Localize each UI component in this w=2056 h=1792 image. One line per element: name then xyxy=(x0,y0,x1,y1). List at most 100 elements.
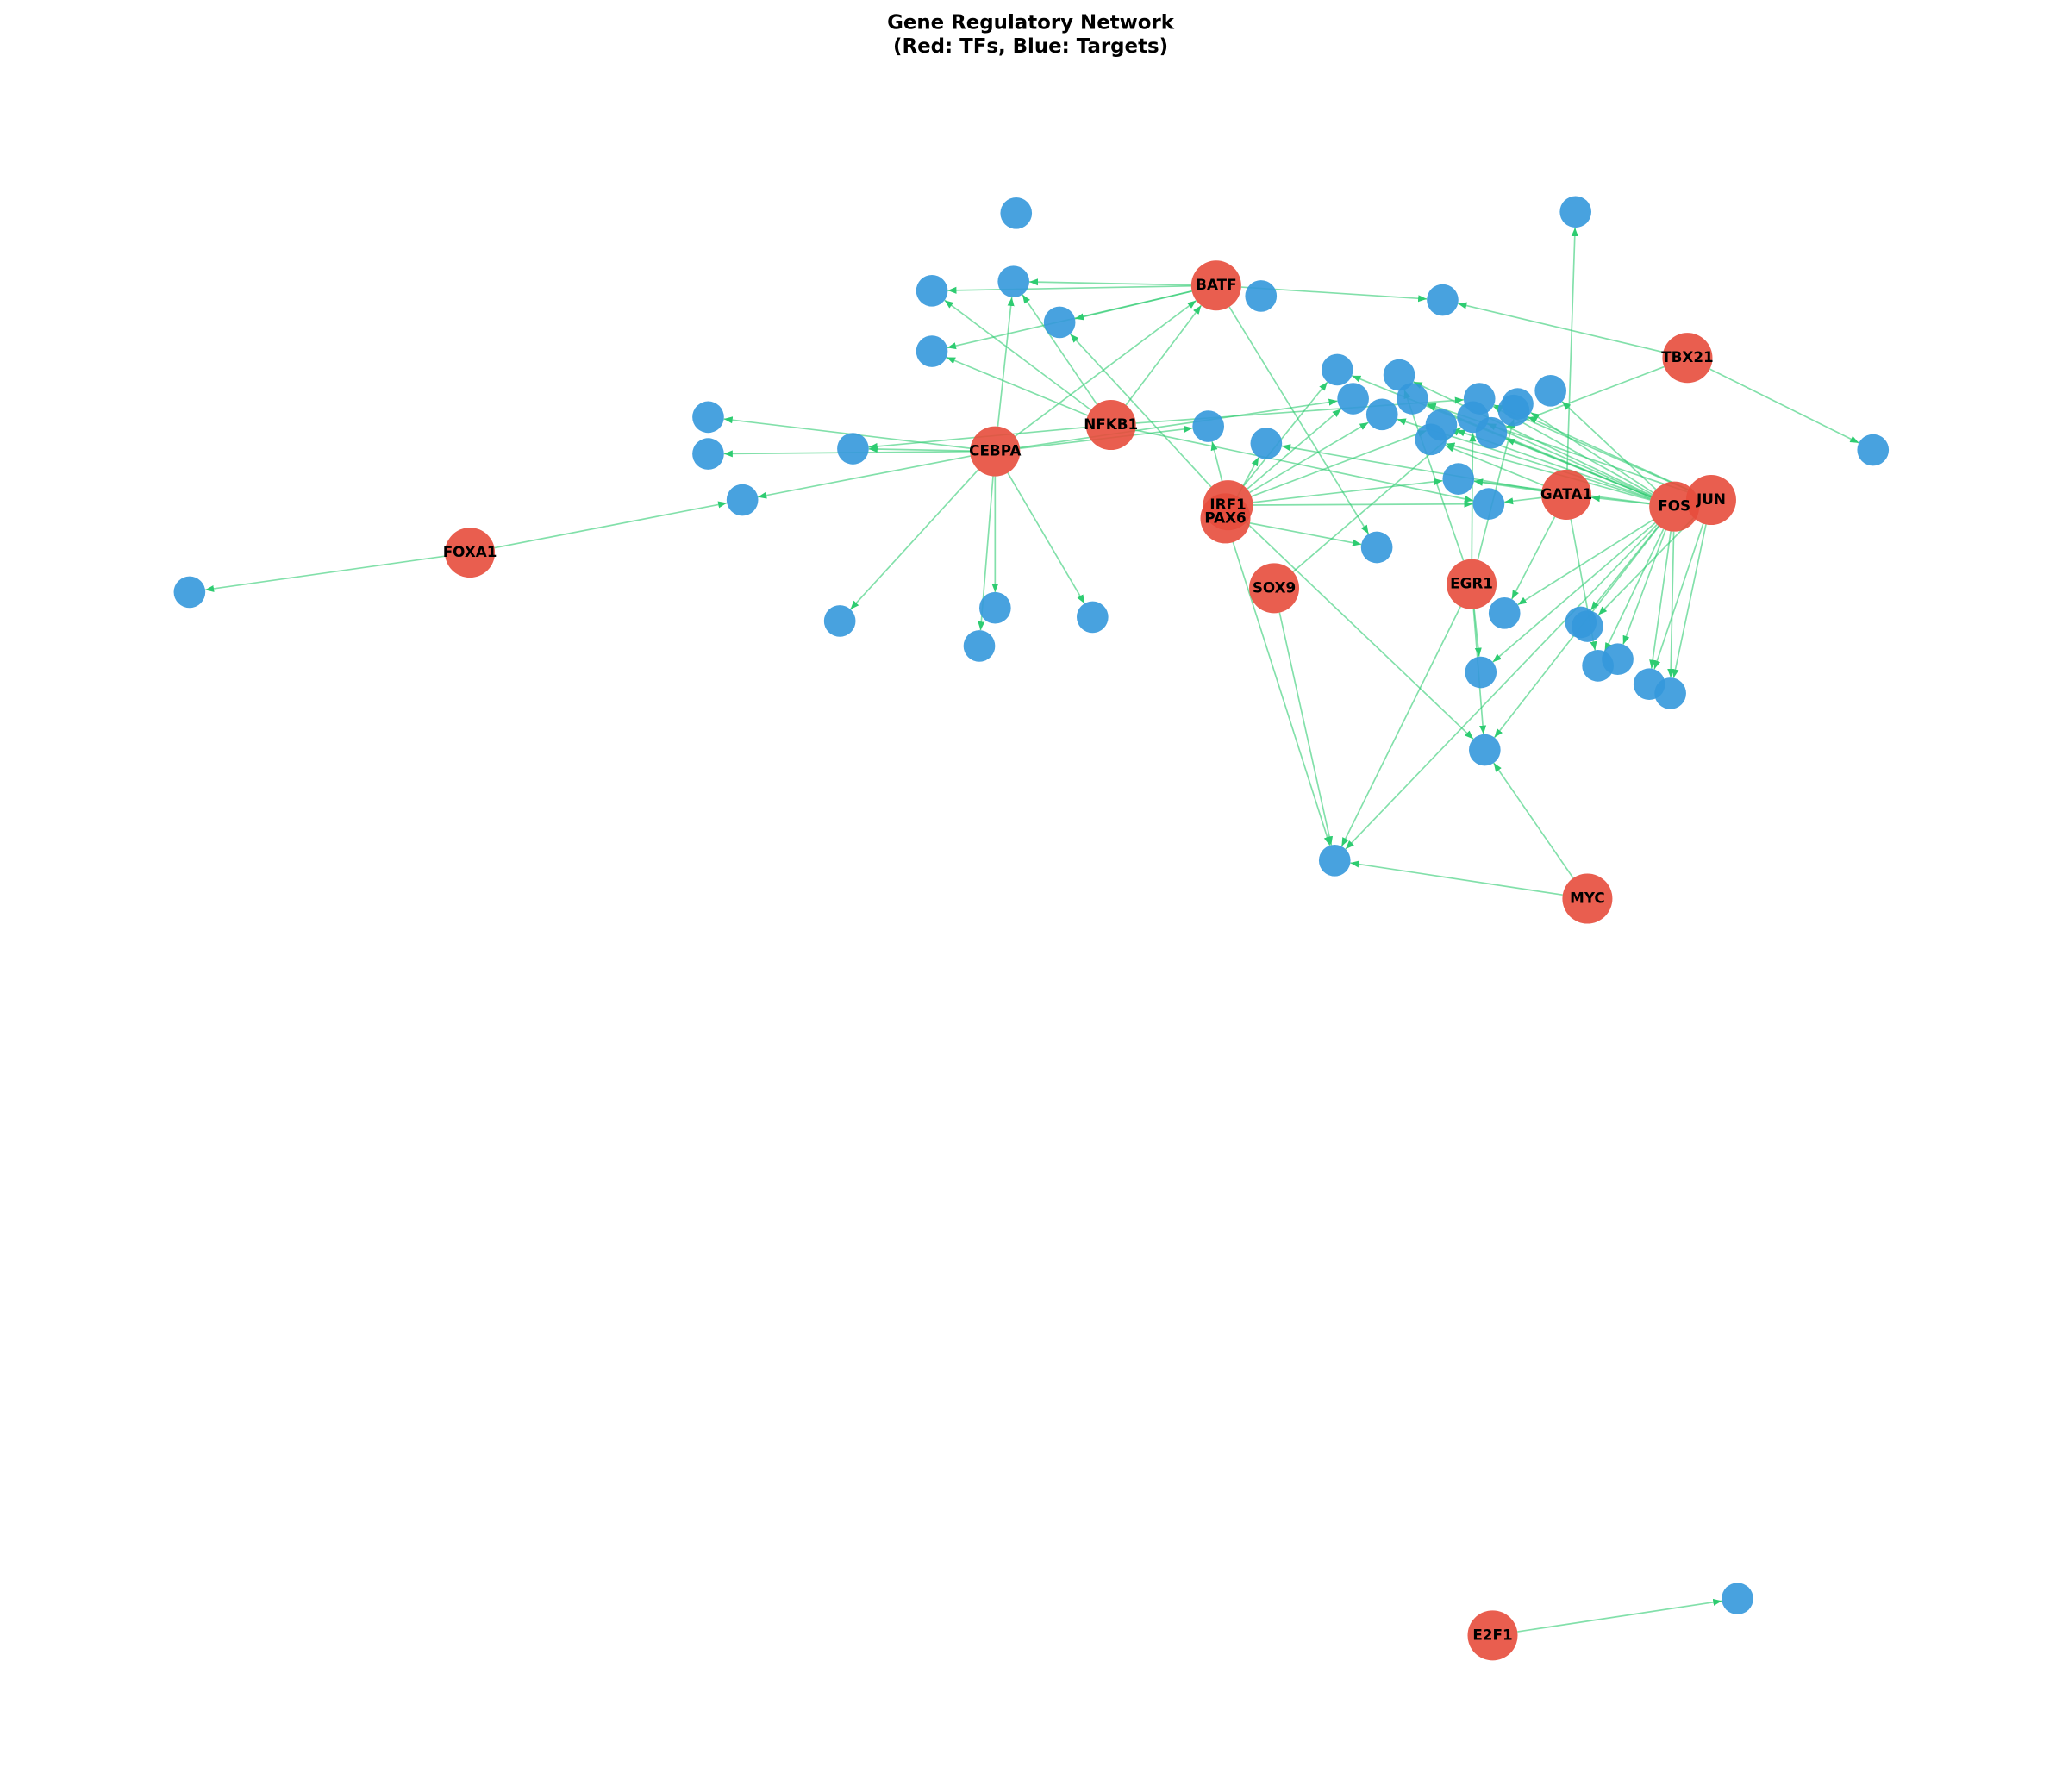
target-node xyxy=(1360,531,1393,564)
tf-node xyxy=(1190,260,1241,311)
edge xyxy=(1340,606,1461,847)
edge xyxy=(494,501,728,549)
tf-node xyxy=(1447,559,1497,609)
edge xyxy=(1278,612,1334,846)
edge xyxy=(1281,444,1542,491)
target-node xyxy=(997,265,1030,297)
target-node xyxy=(916,275,948,307)
edge xyxy=(1505,438,1652,498)
edge xyxy=(723,416,971,449)
target-node xyxy=(1245,280,1278,312)
edge xyxy=(1590,495,1650,505)
target-node xyxy=(1043,306,1076,339)
edge xyxy=(1477,419,1515,560)
tf-node xyxy=(1085,400,1136,451)
tf-node xyxy=(1685,475,1736,526)
edge xyxy=(1709,368,1859,444)
target-node xyxy=(823,605,856,637)
tf-label: BATF xyxy=(1196,276,1236,293)
edge xyxy=(1245,521,1474,740)
target-node xyxy=(979,591,1011,624)
tf-label: FOS xyxy=(1658,497,1690,515)
target-node xyxy=(1415,423,1447,456)
tf-label: NFKB1 xyxy=(1084,415,1138,433)
edge xyxy=(944,299,1091,411)
edge xyxy=(997,297,1015,427)
edge xyxy=(1134,429,1474,503)
target-node xyxy=(1321,353,1353,386)
edge xyxy=(1486,422,1653,497)
target-node xyxy=(726,484,759,516)
target-node xyxy=(1654,677,1686,709)
tf-label: JUN xyxy=(1696,490,1726,508)
tf-label: CEBPA xyxy=(969,442,1021,459)
target-node xyxy=(692,438,724,470)
edge xyxy=(1403,390,1465,561)
edge xyxy=(1590,525,1659,611)
target-node xyxy=(1397,383,1428,415)
target-node xyxy=(1722,1583,1753,1614)
edge xyxy=(1653,523,1704,670)
target-node xyxy=(1472,488,1505,520)
target-node xyxy=(692,401,724,434)
target-node xyxy=(1076,601,1109,634)
tf-node xyxy=(1200,493,1251,544)
target-node xyxy=(1465,656,1497,689)
edge xyxy=(947,284,1191,294)
edge xyxy=(204,555,446,592)
tf-label: MYC xyxy=(1570,890,1605,907)
edge xyxy=(1649,531,1672,669)
tf-label: PAX6 xyxy=(1204,509,1246,526)
edge xyxy=(1667,531,1675,678)
edge xyxy=(1247,408,1342,490)
edge xyxy=(1015,299,1197,437)
tf-label: FOXA1 xyxy=(443,543,497,560)
edge xyxy=(1019,398,1338,449)
edge xyxy=(1350,860,1563,896)
target-node xyxy=(1572,610,1603,642)
edge xyxy=(1597,517,1695,616)
target-node xyxy=(1559,196,1592,228)
target-node xyxy=(1337,383,1369,415)
edge xyxy=(1492,521,1656,663)
edge xyxy=(1445,444,1544,486)
edge xyxy=(1249,421,1369,494)
title: Gene Regulatory Network xyxy=(887,12,1175,34)
tf-node xyxy=(1540,469,1592,520)
edge xyxy=(1566,228,1578,470)
target-node xyxy=(837,433,869,465)
target-node xyxy=(1000,197,1033,229)
target-node xyxy=(1475,416,1508,449)
edge xyxy=(1561,401,1657,490)
target-node xyxy=(1318,844,1351,877)
edge xyxy=(1528,416,1689,490)
edge xyxy=(1210,441,1223,482)
tf-label: GATA1 xyxy=(1540,485,1592,503)
edge xyxy=(1672,524,1707,678)
edge xyxy=(1517,1598,1722,1633)
edge xyxy=(1069,333,1212,488)
tf-node xyxy=(1649,481,1700,532)
edge xyxy=(1530,411,1654,494)
target-node xyxy=(1427,284,1459,316)
edge xyxy=(1022,294,1098,405)
edge xyxy=(1232,541,1331,846)
edge xyxy=(1473,609,1482,657)
target-node xyxy=(1250,428,1283,459)
target-node xyxy=(916,335,948,367)
edge xyxy=(757,455,971,499)
tf-node xyxy=(1662,333,1713,384)
target-node xyxy=(1442,463,1475,495)
edge xyxy=(1249,522,1362,546)
edge xyxy=(1345,524,1658,850)
subtitle: (Red: TFs, Blue: Targets) xyxy=(893,35,1168,58)
target-node xyxy=(1534,375,1566,407)
edge xyxy=(1510,516,1556,600)
edge xyxy=(1493,762,1574,879)
target-node xyxy=(1602,643,1634,676)
tf-node xyxy=(1249,563,1300,614)
target-node xyxy=(1488,597,1521,629)
